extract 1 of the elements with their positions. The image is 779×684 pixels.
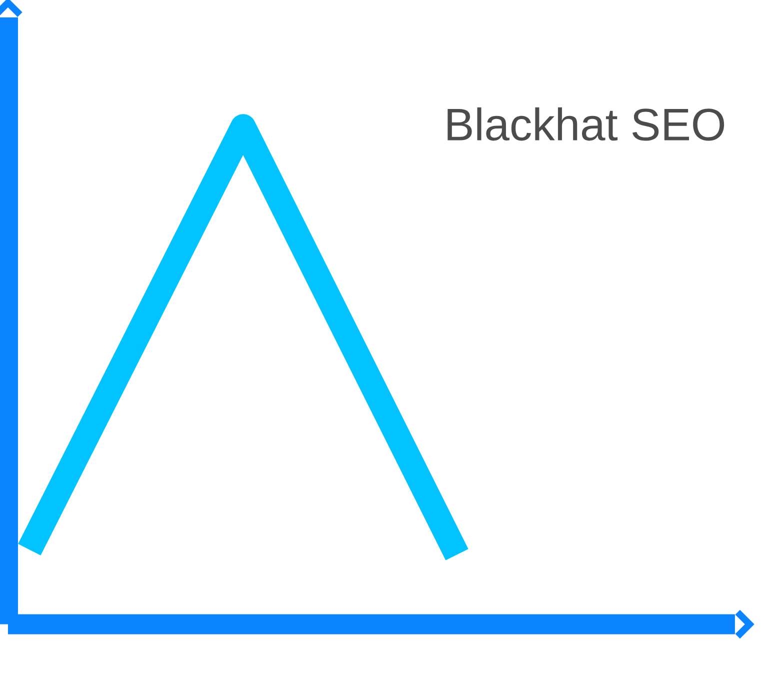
chart-title: Blackhat SEO — [448, 107, 724, 141]
